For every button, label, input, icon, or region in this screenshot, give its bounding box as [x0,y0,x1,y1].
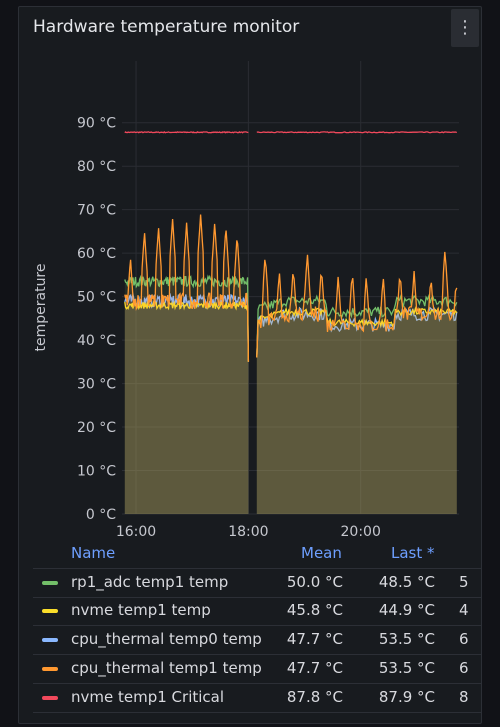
legend-last-value: 53.5 °C [378,659,435,677]
legend-series-name: cpu_thermal temp0 temp [71,630,262,648]
series-fill [256,308,457,514]
x-tick-label: 20:00 [341,524,381,540]
legend-clipped-value: 6 [459,659,469,677]
legend-color-swatch [42,609,58,613]
legend-series-name: cpu_thermal temp1 temp [71,659,262,677]
series-fill [256,251,457,514]
legend-mean-value: 87.8 °C [286,688,343,706]
kebab-menu-icon[interactable]: ⋮ [451,9,479,47]
legend-last-value: 44.9 °C [378,601,435,619]
temperature-chart: 0 °C 10 °C 20 °C 30 °C 40 °C 50 °C 60 °C 70 °C 8… [33,61,459,540]
y-tick-label: 30 °C [77,377,116,393]
series-fill [124,294,249,514]
legend-clipped-value: 8 [459,688,469,706]
legend-mean-value: 47.7 °C [286,659,343,677]
x-tick-label: 16:00 [116,524,156,540]
legend-clipped-value: 5 [459,573,469,591]
legend-color-swatch [42,638,58,642]
y-tick-label: 80 °C [77,159,116,175]
legend-row[interactable]: rp1_adc temp1 temp 50.0 °C 48.5 °C 5 [33,568,481,598]
y-tick-label: 10 °C [77,464,116,480]
legend-color-swatch [42,696,58,700]
legend-color-swatch [42,667,58,671]
y-tick-label: 0 °C [86,507,116,523]
series-line [256,306,458,358]
legend-header-last[interactable]: Last * [391,544,435,562]
y-tick-label: 50 °C [77,290,116,306]
legend-clipped-value: 4 [459,601,469,619]
y-tick-label: 40 °C [77,333,116,349]
legend-last-value: 53.5 °C [378,630,435,648]
series-line [256,251,458,358]
y-axis-label: temperature [33,264,49,352]
legend-last-value: 48.5 °C [378,573,435,591]
y-tick-label: 60 °C [77,246,116,262]
legend-mean-value: 47.7 °C [286,630,343,648]
panel-title: Hardware temperature monitor [33,17,300,37]
series-line [124,274,250,362]
legend-last-value: 87.9 °C [378,688,435,706]
series-fill [124,301,249,514]
legend-header-name[interactable]: Name [71,544,116,562]
legend-series-name: rp1_adc temp1 temp [71,573,229,591]
legend-header-mean[interactable]: Mean [301,544,342,562]
x-tick-label: 18:00 [228,524,268,540]
series-fill [256,307,457,514]
y-tick-label: 90 °C [77,116,116,132]
y-tick-label: 70 °C [77,203,116,219]
legend-mean-value: 45.8 °C [286,601,343,619]
legend-row[interactable]: cpu_thermal temp0 temp 47.7 °C 53.5 °C 6 [33,626,481,655]
series-line [124,131,249,134]
series-line [124,299,250,362]
panel: Hardware temperature monitor ⋮ 0 °C 10 °C… [18,6,482,724]
legend-row[interactable]: nvme temp1 Critical 87.8 °C 87.9 °C 8 [33,684,481,713]
y-tick-label: 20 °C [77,420,116,436]
legend-row[interactable]: nvme temp1 temp 45.8 °C 44.9 °C 4 [33,597,481,626]
series-line [124,214,250,362]
legend-series-name: nvme temp1 temp [71,601,211,619]
legend-color-swatch [42,581,58,585]
legend-row[interactable]: cpu_thermal temp1 temp 47.7 °C 53.5 °C 6 [33,655,481,684]
legend-clipped-value: 6 [459,630,469,648]
series-line [256,131,458,134]
series-line [256,293,458,358]
series-fill [256,296,457,514]
series-fill [124,214,249,514]
series-fill [124,276,249,514]
legend-series-name: nvme temp1 Critical [71,688,225,706]
legend-mean-value: 50.0 °C [286,573,343,591]
